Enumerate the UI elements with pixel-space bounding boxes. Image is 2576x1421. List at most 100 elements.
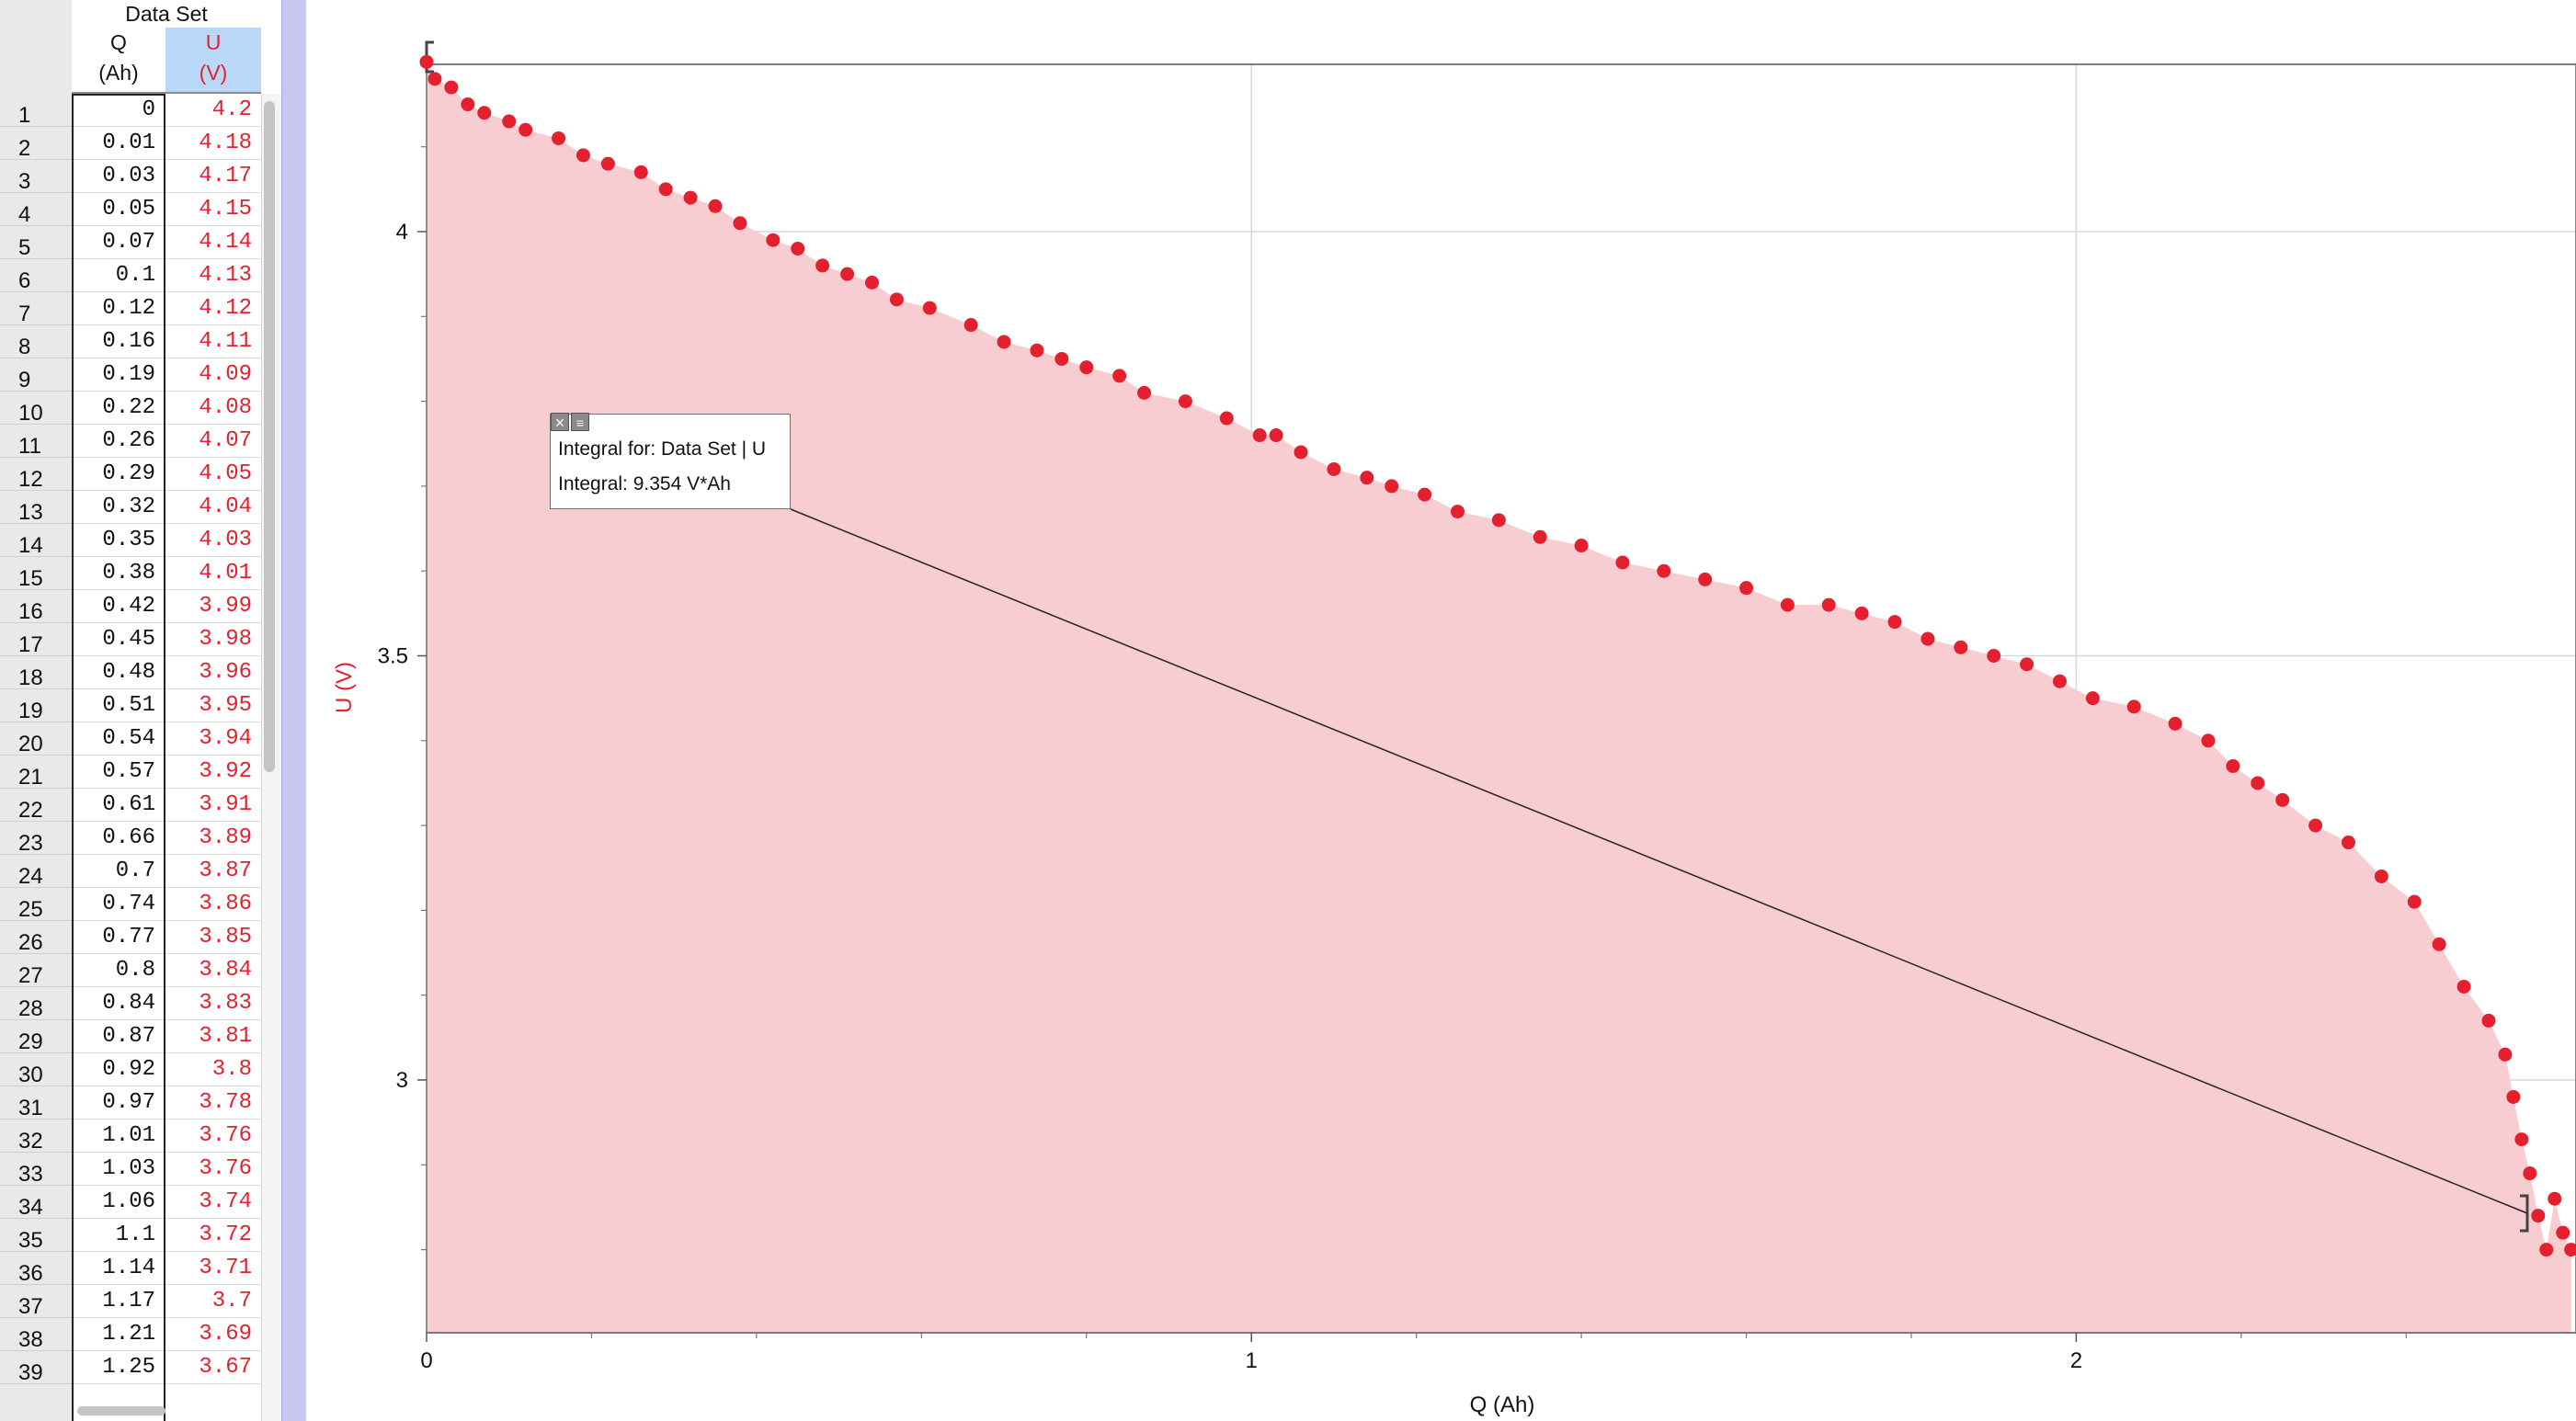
row-number[interactable]: 11	[0, 425, 72, 459]
table-row[interactable]: 36 1.14 3.71	[0, 1252, 261, 1286]
table-row[interactable]: 27 0.8 3.84	[0, 954, 261, 988]
cell-u[interactable]: 4.15	[165, 193, 261, 226]
cell-u[interactable]: 3.7	[165, 1285, 261, 1318]
row-number[interactable]: 7	[0, 292, 72, 326]
table-row[interactable]: 29 0.87 3.81	[0, 1020, 261, 1054]
cell-u[interactable]: 3.99	[165, 590, 261, 623]
row-number[interactable]: 19	[0, 689, 72, 723]
row-number[interactable]: 39	[0, 1351, 72, 1385]
cell-q[interactable]: 0.07	[72, 226, 165, 259]
table-row[interactable]: 28 0.84 3.83	[0, 987, 261, 1021]
cell-q[interactable]: 0.32	[72, 491, 165, 524]
cell-u[interactable]: 3.91	[165, 789, 261, 822]
integral-annotation-box[interactable]: × ≡ Integral for: Data Set | U Integral:…	[550, 413, 791, 509]
row-number[interactable]: 33	[0, 1153, 72, 1187]
cell-u[interactable]: 4.03	[165, 524, 261, 557]
table-row[interactable]: 8 0.16 4.11	[0, 325, 261, 359]
table-row[interactable]: 35 1.1 3.72	[0, 1219, 261, 1253]
cell-q[interactable]: 1.1	[72, 1219, 165, 1252]
table-row[interactable]: 34 1.06 3.74	[0, 1186, 261, 1220]
cell-q[interactable]: 0.03	[72, 160, 165, 193]
cell-q[interactable]: 0.51	[72, 689, 165, 722]
cell-u[interactable]: 3.76	[165, 1120, 261, 1153]
vertical-scroll-thumb[interactable]	[264, 101, 275, 772]
row-number[interactable]: 14	[0, 524, 72, 558]
table-row[interactable]: 4 0.05 4.15	[0, 193, 261, 227]
row-number[interactable]: 34	[0, 1186, 72, 1220]
cell-u[interactable]: 3.83	[165, 987, 261, 1020]
table-row[interactable]: 11 0.26 4.07	[0, 425, 261, 459]
cell-q[interactable]: 0	[72, 94, 165, 127]
cell-u[interactable]: 4.14	[165, 226, 261, 259]
cell-q[interactable]: 1.14	[72, 1252, 165, 1285]
table-row[interactable]: 5 0.07 4.14	[0, 226, 261, 260]
cell-u[interactable]: 3.85	[165, 921, 261, 954]
row-number[interactable]: 12	[0, 458, 72, 492]
table-row[interactable]: 14 0.35 4.03	[0, 524, 261, 558]
cell-q[interactable]: 1.25	[72, 1351, 165, 1384]
cell-u[interactable]: 3.98	[165, 623, 261, 656]
row-number[interactable]: 2	[0, 127, 72, 161]
cell-u[interactable]: 4.13	[165, 259, 261, 292]
cell-u[interactable]: 3.74	[165, 1186, 261, 1219]
table-row[interactable]: 1 0 4.2	[0, 94, 261, 128]
row-number[interactable]: 10	[0, 392, 72, 426]
row-number[interactable]: 20	[0, 722, 72, 756]
table-row[interactable]: 31 0.97 3.78	[0, 1086, 261, 1120]
cell-u[interactable]: 3.8	[165, 1053, 261, 1086]
cell-u[interactable]: 3.67	[165, 1351, 261, 1384]
table-row[interactable]: 10 0.22 4.08	[0, 392, 261, 426]
row-number[interactable]: 26	[0, 921, 72, 955]
row-number[interactable]: 1	[0, 94, 72, 128]
row-number[interactable]: 3	[0, 160, 72, 194]
table-row[interactable]: 26 0.77 3.85	[0, 921, 261, 955]
row-number[interactable]: 27	[0, 954, 72, 988]
menu-icon[interactable]: ≡	[571, 413, 589, 431]
row-number[interactable]: 30	[0, 1053, 72, 1087]
row-number[interactable]: 8	[0, 325, 72, 359]
cell-u[interactable]: 3.89	[165, 822, 261, 855]
cell-q[interactable]: 0.26	[72, 425, 165, 458]
cell-u[interactable]: 4.09	[165, 358, 261, 392]
table-row[interactable]: 12 0.29 4.05	[0, 458, 261, 492]
row-number[interactable]: 22	[0, 789, 72, 823]
cell-q[interactable]: 0.05	[72, 193, 165, 226]
cell-u[interactable]: 3.96	[165, 656, 261, 689]
cell-u[interactable]: 4.2	[165, 94, 261, 127]
table-row[interactable]: 33 1.03 3.76	[0, 1153, 261, 1187]
cell-q[interactable]: 0.92	[72, 1053, 165, 1086]
cell-q[interactable]: 0.12	[72, 292, 165, 325]
horizontal-scroll-thumb[interactable]	[77, 1406, 165, 1415]
table-row[interactable]: 21 0.57 3.92	[0, 756, 261, 790]
row-number[interactable]: 21	[0, 756, 72, 790]
cell-u[interactable]: 4.05	[165, 458, 261, 491]
table-row[interactable]: 30 0.92 3.8	[0, 1053, 261, 1087]
table-row[interactable]: 2 0.01 4.18	[0, 127, 261, 161]
cell-q[interactable]: 1.01	[72, 1120, 165, 1153]
cell-u[interactable]: 4.01	[165, 557, 261, 590]
row-number[interactable]: 38	[0, 1318, 72, 1352]
cell-q[interactable]: 0.84	[72, 987, 165, 1020]
row-number[interactable]: 32	[0, 1120, 72, 1154]
row-number[interactable]: 16	[0, 590, 72, 624]
row-number[interactable]: 25	[0, 888, 72, 922]
row-number[interactable]: 35	[0, 1219, 72, 1253]
row-number[interactable]: 37	[0, 1285, 72, 1319]
table-row[interactable]: 15 0.38 4.01	[0, 557, 261, 591]
cell-q[interactable]: 0.48	[72, 656, 165, 689]
cell-u[interactable]: 4.18	[165, 127, 261, 160]
table-row[interactable]: 24 0.7 3.87	[0, 855, 261, 889]
cell-u[interactable]: 3.81	[165, 1020, 261, 1053]
table-row[interactable]: 37 1.17 3.7	[0, 1285, 261, 1319]
cell-u[interactable]: 3.84	[165, 954, 261, 987]
cell-q[interactable]: 0.19	[72, 358, 165, 392]
cell-q[interactable]: 0.38	[72, 557, 165, 590]
table-row[interactable]: 32 1.01 3.76	[0, 1120, 261, 1154]
cell-q[interactable]: 0.29	[72, 458, 165, 491]
cell-q[interactable]: 0.45	[72, 623, 165, 656]
cell-u[interactable]: 3.95	[165, 689, 261, 722]
cell-u[interactable]: 3.72	[165, 1219, 261, 1252]
row-number[interactable]: 6	[0, 259, 72, 293]
table-row[interactable]: 6 0.1 4.13	[0, 259, 261, 293]
cell-q[interactable]: 1.06	[72, 1186, 165, 1219]
